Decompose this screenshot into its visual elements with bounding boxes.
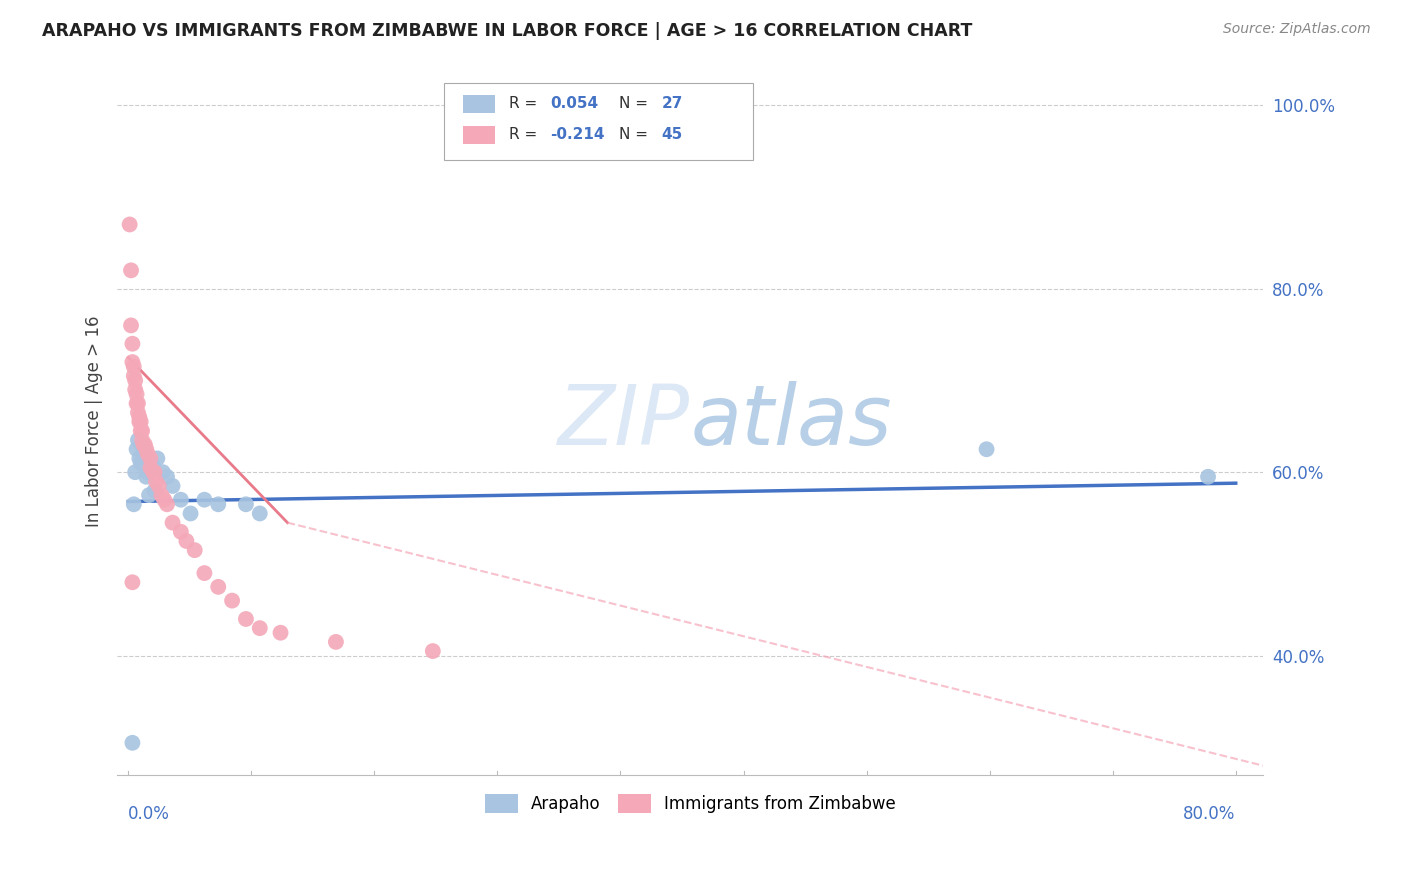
Point xyxy=(193,492,215,507)
Point xyxy=(125,396,148,410)
Point xyxy=(125,387,148,401)
Legend: Arapaho, Immigrants from Zimbabwe: Arapaho, Immigrants from Zimbabwe xyxy=(478,787,903,820)
Text: N =: N = xyxy=(619,95,654,111)
Point xyxy=(122,497,145,511)
Point xyxy=(176,533,198,548)
Point xyxy=(139,451,162,466)
Point xyxy=(127,433,149,447)
Point xyxy=(270,625,292,640)
Point xyxy=(170,524,193,539)
Bar xyxy=(464,95,495,113)
Point xyxy=(118,218,141,232)
Point xyxy=(132,437,155,451)
Point xyxy=(134,451,156,466)
Point xyxy=(127,396,149,410)
Point xyxy=(136,465,159,479)
Point xyxy=(128,410,150,425)
Point xyxy=(221,593,243,607)
Text: Source: ZipAtlas.com: Source: ZipAtlas.com xyxy=(1223,22,1371,37)
Bar xyxy=(464,127,495,145)
Point xyxy=(148,479,170,493)
Point xyxy=(325,635,347,649)
Point xyxy=(135,469,157,483)
Point xyxy=(121,355,143,369)
Point xyxy=(132,442,155,457)
Point xyxy=(124,374,146,388)
Point xyxy=(128,451,150,466)
Point xyxy=(120,263,142,277)
Point xyxy=(131,433,153,447)
Point xyxy=(249,621,271,635)
Text: 0.0%: 0.0% xyxy=(128,805,170,823)
Point xyxy=(139,460,162,475)
Point xyxy=(235,497,257,511)
Text: atlas: atlas xyxy=(690,381,891,462)
Point xyxy=(145,475,167,489)
Text: 27: 27 xyxy=(662,95,683,111)
Point xyxy=(121,575,143,590)
Text: 45: 45 xyxy=(662,127,683,142)
Point xyxy=(134,437,156,451)
Point xyxy=(124,383,146,397)
Point xyxy=(121,336,143,351)
Point xyxy=(124,465,146,479)
Point xyxy=(127,405,149,419)
Point xyxy=(143,465,166,479)
Point xyxy=(207,580,229,594)
Point xyxy=(129,415,152,429)
Point xyxy=(129,424,152,438)
Point xyxy=(156,497,179,511)
Point xyxy=(193,566,215,580)
Text: N =: N = xyxy=(619,127,654,142)
Point xyxy=(142,465,165,479)
Text: ARAPAHO VS IMMIGRANTS FROM ZIMBABWE IN LABOR FORCE | AGE > 16 CORRELATION CHART: ARAPAHO VS IMMIGRANTS FROM ZIMBABWE IN L… xyxy=(42,22,973,40)
Point xyxy=(131,424,153,438)
Point xyxy=(422,644,444,658)
Point xyxy=(136,447,159,461)
Point xyxy=(131,437,153,451)
Point xyxy=(1197,469,1219,483)
Text: R =: R = xyxy=(509,127,543,142)
Point xyxy=(128,415,150,429)
Point xyxy=(976,442,998,457)
Point xyxy=(152,465,174,479)
Text: R =: R = xyxy=(509,95,543,111)
Point xyxy=(153,492,176,507)
Point xyxy=(170,492,193,507)
Point xyxy=(249,507,271,521)
Point xyxy=(138,488,160,502)
Point xyxy=(150,488,173,502)
Point xyxy=(162,479,184,493)
Text: 80.0%: 80.0% xyxy=(1184,805,1236,823)
Point xyxy=(207,497,229,511)
Point xyxy=(183,543,205,558)
Point xyxy=(135,442,157,457)
Point xyxy=(125,442,148,457)
Point xyxy=(122,368,145,383)
Point xyxy=(156,469,179,483)
Point xyxy=(122,359,145,374)
Point xyxy=(146,451,169,466)
Point xyxy=(129,456,152,470)
Point xyxy=(143,483,166,498)
Point xyxy=(235,612,257,626)
Text: ZIP: ZIP xyxy=(558,381,690,462)
FancyBboxPatch shape xyxy=(444,83,754,161)
Point xyxy=(121,736,143,750)
Text: 0.054: 0.054 xyxy=(551,95,599,111)
Point xyxy=(162,516,184,530)
Y-axis label: In Labor Force | Age > 16: In Labor Force | Age > 16 xyxy=(86,316,103,527)
Text: -0.214: -0.214 xyxy=(551,127,605,142)
Point xyxy=(180,507,202,521)
Point xyxy=(141,456,163,470)
Point xyxy=(120,318,142,333)
